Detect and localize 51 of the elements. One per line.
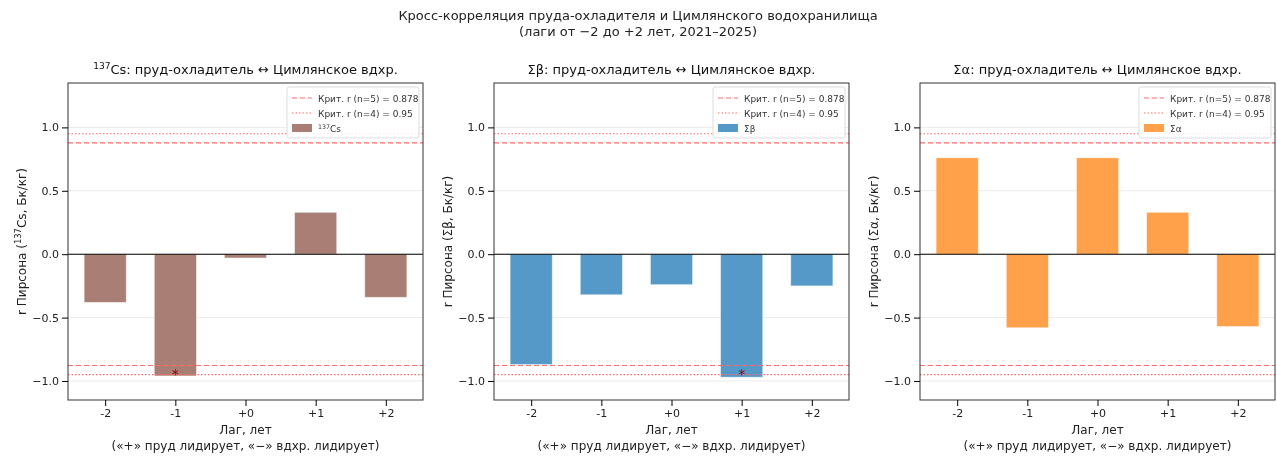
- legend-label: Крит. r (n=5) = 0.878: [744, 93, 845, 104]
- x-tick-label: +2: [378, 406, 395, 420]
- annotation: *: [171, 366, 179, 383]
- y-tick-label: 0.5: [467, 184, 485, 198]
- chart-title: Σβ: пруд-охладитель ↔ Цимлянское вдхр.: [527, 62, 816, 77]
- legend-label: Крит. r (n=5) = 0.878: [318, 93, 419, 104]
- x-tick-label: +2: [804, 406, 821, 420]
- y-tick-label: 1.0: [41, 121, 59, 135]
- x-tick-label: -2: [952, 406, 964, 420]
- y-tick-label: 0.0: [893, 248, 911, 262]
- legend-label: Σβ: [744, 123, 756, 134]
- legend-label: Крит. r (n=4) = 0.95: [744, 108, 839, 119]
- legend-label: Крит. r (n=4) = 0.95: [318, 108, 413, 119]
- x-tick-label: +1: [308, 406, 325, 420]
- y-tick-label: 1.0: [467, 121, 485, 135]
- y-tick-label: 1.0: [893, 121, 911, 135]
- x-tick-label: +2: [1230, 406, 1247, 420]
- x-tick-label: +1: [734, 406, 751, 420]
- legend-label: Крит. r (n=4) = 0.95: [1170, 108, 1265, 119]
- y-tick-label: −1.0: [458, 375, 485, 388]
- legend-label: $^{137}$Cs: [318, 122, 342, 134]
- y-tick-label: 0.5: [893, 184, 911, 198]
- annotation: *: [738, 366, 746, 383]
- chart-title: Σα: пруд-охладитель ↔ Цимлянское вдхр.: [953, 62, 1242, 77]
- y-tick-label: −0.5: [884, 311, 911, 325]
- chart-title: $^{137}$Cs: пруд-охладитель ↔ Цимлянское вдхр.: [93, 61, 398, 77]
- y-tick-label: −1.0: [32, 375, 59, 388]
- x-axis-title: Лаг, лет («+» пруд лидирует, «−» вдхр. лидирует): [963, 423, 1232, 453]
- y-axis-title: r Пирсона (Σβ, Бк/кг): [441, 175, 455, 308]
- x-tick-label: +0: [663, 406, 681, 420]
- x-tick-label: +0: [1089, 406, 1107, 420]
- x-tick-label: -2: [100, 406, 112, 420]
- x-tick-label: +0: [237, 406, 255, 420]
- x-axis-title: Лаг, лет («+» пруд лидирует, «−» вдхр. лидирует): [537, 423, 806, 453]
- x-axis-title: Лаг, лет («+» пруд лидирует, «−» вдхр. лидирует): [111, 423, 380, 453]
- legend-label: Σα: [1170, 123, 1182, 134]
- legend-label: Крит. r (n=5) = 0.878: [1170, 93, 1271, 104]
- y-tick-label: 0.0: [41, 248, 59, 262]
- text: Кросс-корреляция пруда-охладителя и Цимлянского водохранилища: [398, 8, 878, 23]
- y-tick-label: −0.5: [32, 311, 59, 325]
- y-axis-title: r Пирсона (Σα, Бк/кг): [867, 175, 881, 308]
- x-tick-label: -2: [526, 406, 538, 420]
- x-tick-label: -1: [596, 406, 608, 420]
- text: (лаги от −2 до +2 лет, 2021–2025): [519, 24, 757, 39]
- x-tick-label: -1: [1022, 406, 1034, 420]
- x-tick-label: +1: [1160, 406, 1177, 420]
- y-tick-label: −1.0: [884, 375, 911, 388]
- x-tick-label: -1: [170, 406, 182, 420]
- y-tick-label: 0.5: [41, 184, 59, 198]
- y-tick-label: 0.0: [467, 248, 485, 262]
- y-tick-label: −0.5: [458, 311, 485, 325]
